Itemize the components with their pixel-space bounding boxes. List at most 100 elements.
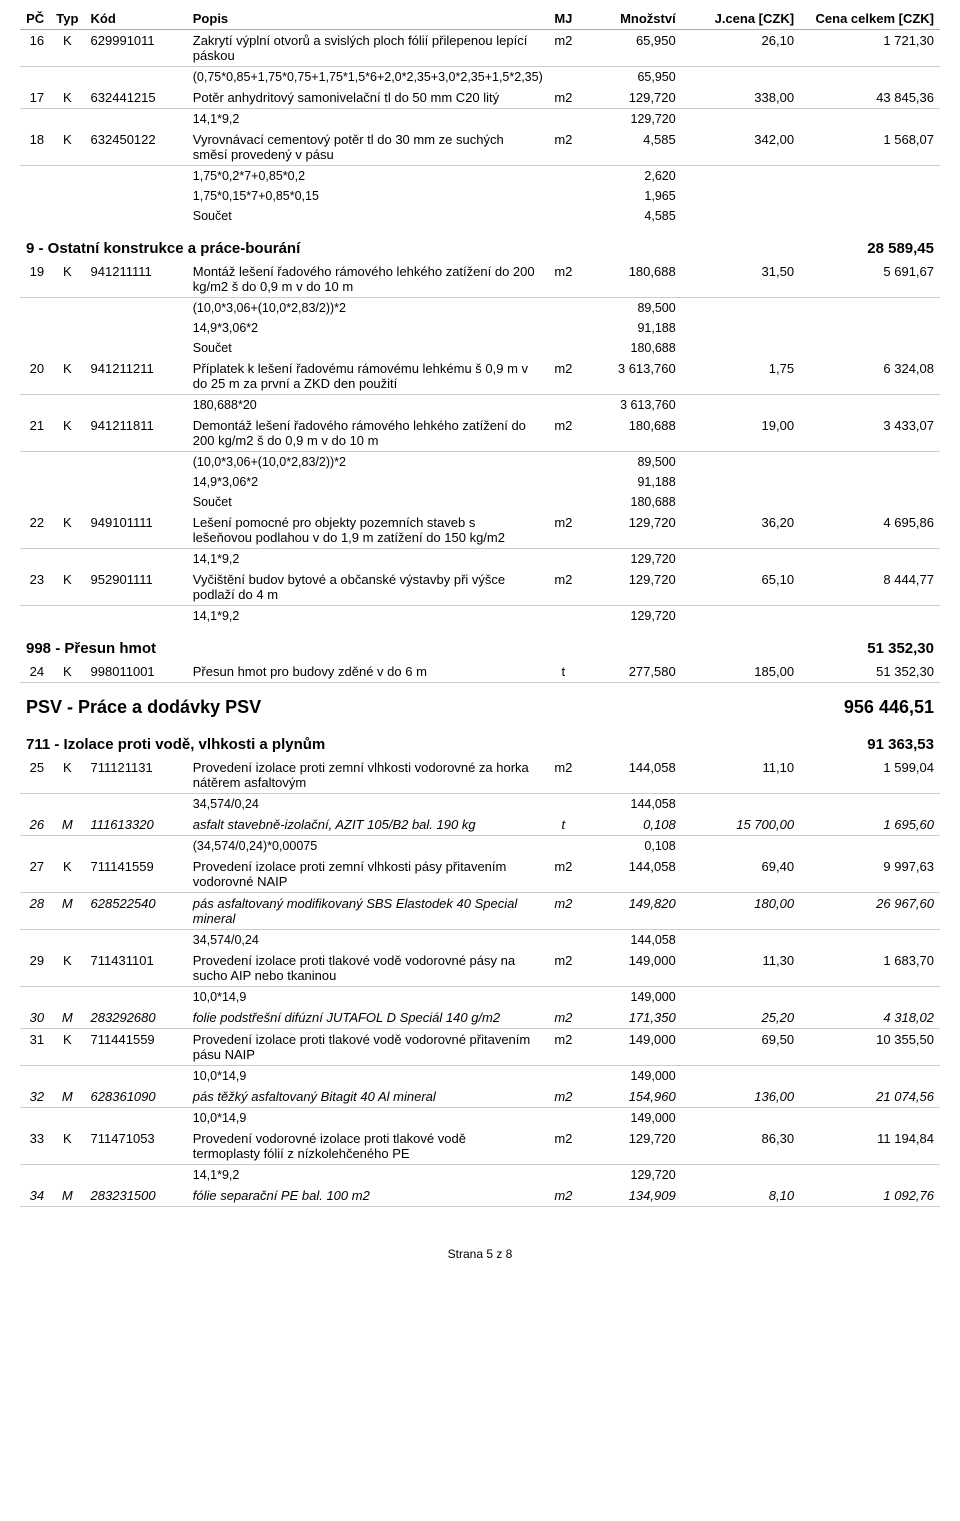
calc-row: 1,75*0,15*7+0,85*0,151,965 [20,186,940,206]
cell-jcena [682,452,800,473]
cell-cena [800,206,940,226]
cell-pc: 24 [20,661,50,683]
calc-row: (0,75*0,85+1,75*0,75+1,75*1,5*6+2,0*2,35… [20,67,940,88]
cell-typ [50,318,84,338]
cell-pc: 27 [20,856,50,893]
cell-mnoz: 129,720 [585,1128,682,1165]
cell-kod [85,318,187,338]
cell-typ [50,492,84,512]
cell-mnoz: 3 613,760 [585,358,682,395]
cell-typ [50,930,84,951]
cell-pc: 30 [20,1007,50,1029]
cell-popis: 1,75*0,2*7+0,85*0,2 [187,166,542,187]
cell-kod: 632441215 [85,87,187,109]
cell-pc [20,472,50,492]
cell-mj [542,67,585,88]
cell-cena: 1 721,30 [800,30,940,67]
cell-typ: K [50,856,84,893]
cell-cena [800,987,940,1008]
cell-cena [800,836,940,857]
cell-pc: 23 [20,569,50,606]
cell-mnoz: 149,000 [585,1108,682,1129]
cell-popis: Provedení izolace proti zemní vlhkosti p… [187,856,542,893]
cell-typ: M [50,1007,84,1029]
cell-pc [20,492,50,512]
cell-pc: 34 [20,1185,50,1207]
cell-popis: folie podstřešní difúzní JUTAFOL D Speci… [187,1007,542,1029]
cell-mnoz: 4,585 [585,129,682,166]
cell-popis: 180,688*20 [187,395,542,416]
cell-pc: 25 [20,757,50,794]
section-title: 711 - Izolace proti vodě, vlhkosti a ply… [20,722,682,757]
cell-cena: 1 599,04 [800,757,940,794]
cell-mnoz: 3 613,760 [585,395,682,416]
cell-mnoz: 2,620 [585,166,682,187]
item-row: 18K632450122Vyrovnávací cementový potěr … [20,129,940,166]
th-cena: Cena celkem [CZK] [800,8,940,30]
cell-typ [50,109,84,130]
cell-kod [85,472,187,492]
cell-pc: 33 [20,1128,50,1165]
cell-mj [542,452,585,473]
cell-popis: Příplatek k lešení řadovému rámovému leh… [187,358,542,395]
cell-pc: 28 [20,893,50,930]
cell-typ: K [50,512,84,549]
cell-typ: K [50,1029,84,1066]
cell-popis: Provedení izolace proti tlakové vodě vod… [187,950,542,987]
cell-popis: 34,574/0,24 [187,794,542,815]
cell-typ: K [50,261,84,298]
cell-mj: m2 [542,1185,585,1207]
cell-cena [800,1165,940,1186]
cell-cena [800,318,940,338]
cell-jcena [682,549,800,570]
cell-popis: Provedení vodorovné izolace proti tlakov… [187,1128,542,1165]
item-row: 19K941211111Montáž lešení řadového rámov… [20,261,940,298]
cell-pc [20,67,50,88]
cell-mj [542,606,585,627]
cell-jcena [682,987,800,1008]
cell-cena: 1 683,70 [800,950,940,987]
cell-mj: m2 [542,87,585,109]
cell-pc: 31 [20,1029,50,1066]
cell-mnoz: 134,909 [585,1185,682,1207]
calc-row: 10,0*14,9149,000 [20,987,940,1008]
cell-pc [20,166,50,187]
cell-typ [50,472,84,492]
cell-jcena [682,206,800,226]
budget-table: PČ Typ Kód Popis MJ Množství J.cena [CZK… [20,8,940,1207]
cell-mj [542,987,585,1008]
calc-row: 10,0*14,9149,000 [20,1108,940,1129]
cell-mj [542,338,585,358]
section-row: 711 - Izolace proti vodě, vlhkosti a ply… [20,722,940,757]
cell-jcena: 185,00 [682,661,800,683]
cell-mnoz: 180,688 [585,492,682,512]
cell-typ [50,206,84,226]
cell-jcena: 69,40 [682,856,800,893]
cell-mj [542,549,585,570]
cell-popis: 14,1*9,2 [187,109,542,130]
cell-pc: 20 [20,358,50,395]
cell-kod [85,298,187,319]
cell-popis: Demontáž lešení řadového rámového lehkéh… [187,415,542,452]
cell-popis: 10,0*14,9 [187,987,542,1008]
cell-mnoz: 149,820 [585,893,682,930]
cell-cena [800,606,940,627]
cell-typ [50,1108,84,1129]
cell-jcena: 69,50 [682,1029,800,1066]
item-row: 22K949101111Lešení pomocné pro objekty p… [20,512,940,549]
cell-jcena: 26,10 [682,30,800,67]
cell-typ [50,1165,84,1186]
cell-jcena: 1,75 [682,358,800,395]
cell-pc [20,549,50,570]
cell-kod [85,1108,187,1129]
cell-mj [542,1066,585,1087]
cell-jcena: 65,10 [682,569,800,606]
item-row: 24K998011001Přesun hmot pro budovy zděné… [20,661,940,683]
calc-row: 1,75*0,2*7+0,85*0,2 2,620 [20,166,940,187]
cell-mnoz: 129,720 [585,569,682,606]
cell-typ [50,606,84,627]
cell-cena: 6 324,08 [800,358,940,395]
calc-row: 180,688*20 3 613,760 [20,395,940,416]
cell-pc: 21 [20,415,50,452]
cell-kod: 283231500 [85,1185,187,1207]
